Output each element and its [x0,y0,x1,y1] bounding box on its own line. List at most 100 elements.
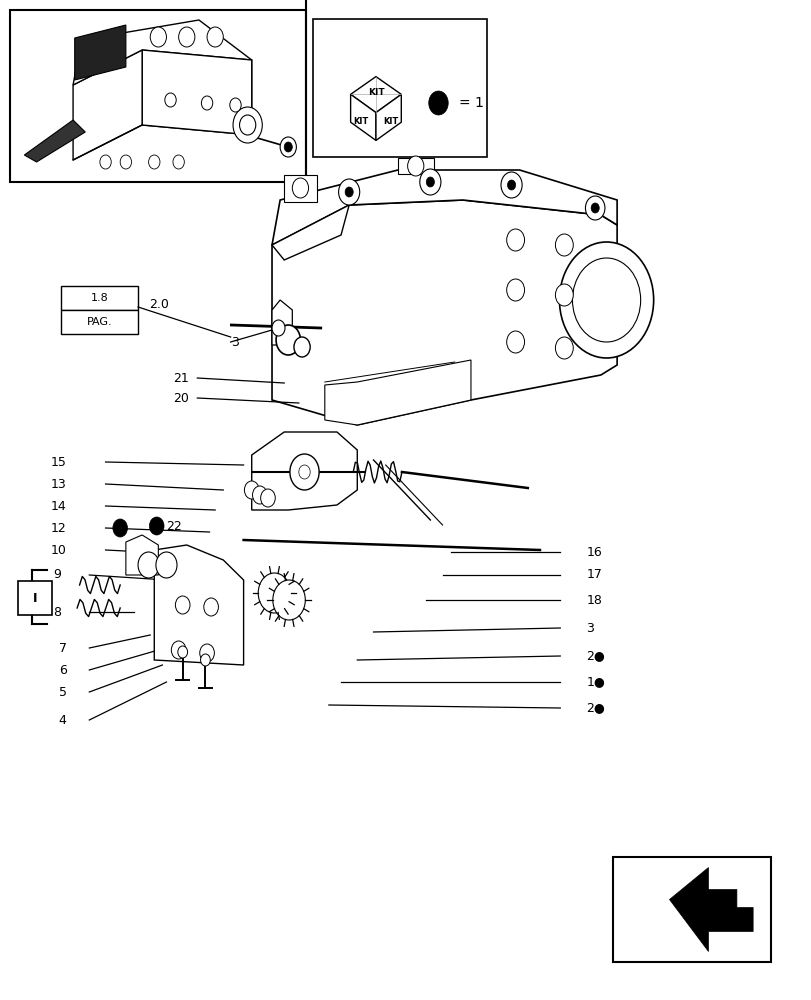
Text: 10: 10 [50,544,67,556]
Circle shape [284,142,292,152]
Text: 15: 15 [50,456,67,468]
Text: 4: 4 [58,714,67,726]
Circle shape [428,91,448,115]
Text: 2●: 2● [586,702,604,714]
Circle shape [149,517,164,535]
Polygon shape [24,120,85,162]
Text: KIT: KIT [353,117,368,126]
Bar [18,581,52,615]
Text: PAG.: PAG. [87,317,112,327]
Text: KIT: KIT [383,117,398,126]
Circle shape [276,325,300,355]
Circle shape [178,27,195,47]
Text: 16: 16 [586,546,601,558]
Text: 9: 9 [53,568,61,582]
Text: 12: 12 [51,522,67,534]
Polygon shape [73,20,251,85]
Circle shape [120,155,131,169]
Polygon shape [375,94,401,140]
Bar [612,857,770,962]
Polygon shape [73,50,251,160]
Text: 1●: 1● [586,676,604,688]
Circle shape [407,156,423,176]
Circle shape [506,331,524,353]
Circle shape [555,337,573,359]
Polygon shape [75,25,126,80]
Circle shape [252,486,267,504]
Circle shape [244,481,259,499]
Text: KIT: KIT [367,88,384,97]
Text: 20: 20 [173,391,189,404]
Text: 13: 13 [51,478,67,490]
Circle shape [338,179,359,205]
Text: 17: 17 [586,568,602,582]
Text: 3: 3 [230,336,238,349]
Text: 1.8: 1.8 [91,293,108,303]
Circle shape [290,454,319,490]
Circle shape [150,27,166,47]
Circle shape [260,489,275,507]
Text: 14: 14 [51,499,67,512]
Circle shape [572,258,640,342]
Circle shape [201,96,212,110]
Text: = 1: = 1 [458,96,483,110]
Text: 7: 7 [58,642,67,654]
Polygon shape [350,77,401,113]
Text: 22: 22 [166,520,182,532]
Polygon shape [154,545,243,665]
Circle shape [419,169,440,195]
Circle shape [156,552,177,578]
Circle shape [559,242,653,358]
Circle shape [148,155,160,169]
Bar [61,310,138,334]
Circle shape [280,137,296,157]
Circle shape [426,177,434,187]
Circle shape [298,465,310,479]
Text: 5: 5 [58,686,67,698]
Circle shape [258,573,290,613]
Circle shape [555,234,573,256]
Circle shape [272,320,285,336]
Polygon shape [272,170,616,245]
Polygon shape [272,300,292,345]
Polygon shape [350,94,375,140]
Circle shape [113,519,127,537]
Circle shape [200,644,214,662]
Polygon shape [324,360,470,425]
Circle shape [204,598,218,616]
Text: 18: 18 [586,593,602,606]
Polygon shape [142,50,251,135]
Circle shape [175,596,190,614]
Bar [312,19,487,157]
Bar [10,10,306,182]
Text: 2●: 2● [586,650,604,662]
Circle shape [294,337,310,357]
Text: 21: 21 [173,371,188,384]
Text: 6: 6 [58,664,67,676]
Circle shape [506,229,524,251]
Circle shape [292,178,308,198]
Polygon shape [284,175,316,202]
Circle shape [500,172,521,198]
Text: 8: 8 [53,605,61,618]
Circle shape [272,580,305,620]
Text: 3: 3 [586,621,594,635]
Bar [61,286,138,310]
Polygon shape [397,158,434,174]
Circle shape [239,115,255,135]
Circle shape [207,27,223,47]
Circle shape [585,196,604,220]
Circle shape [555,284,573,306]
Polygon shape [272,200,616,425]
Text: I: I [32,591,37,604]
Circle shape [138,552,159,578]
Polygon shape [272,205,349,260]
Circle shape [178,646,187,658]
Circle shape [171,641,186,659]
Polygon shape [251,432,357,510]
Circle shape [230,98,241,112]
Text: 2.0: 2.0 [149,298,169,312]
Circle shape [506,279,524,301]
Circle shape [165,93,176,107]
Circle shape [200,654,210,666]
